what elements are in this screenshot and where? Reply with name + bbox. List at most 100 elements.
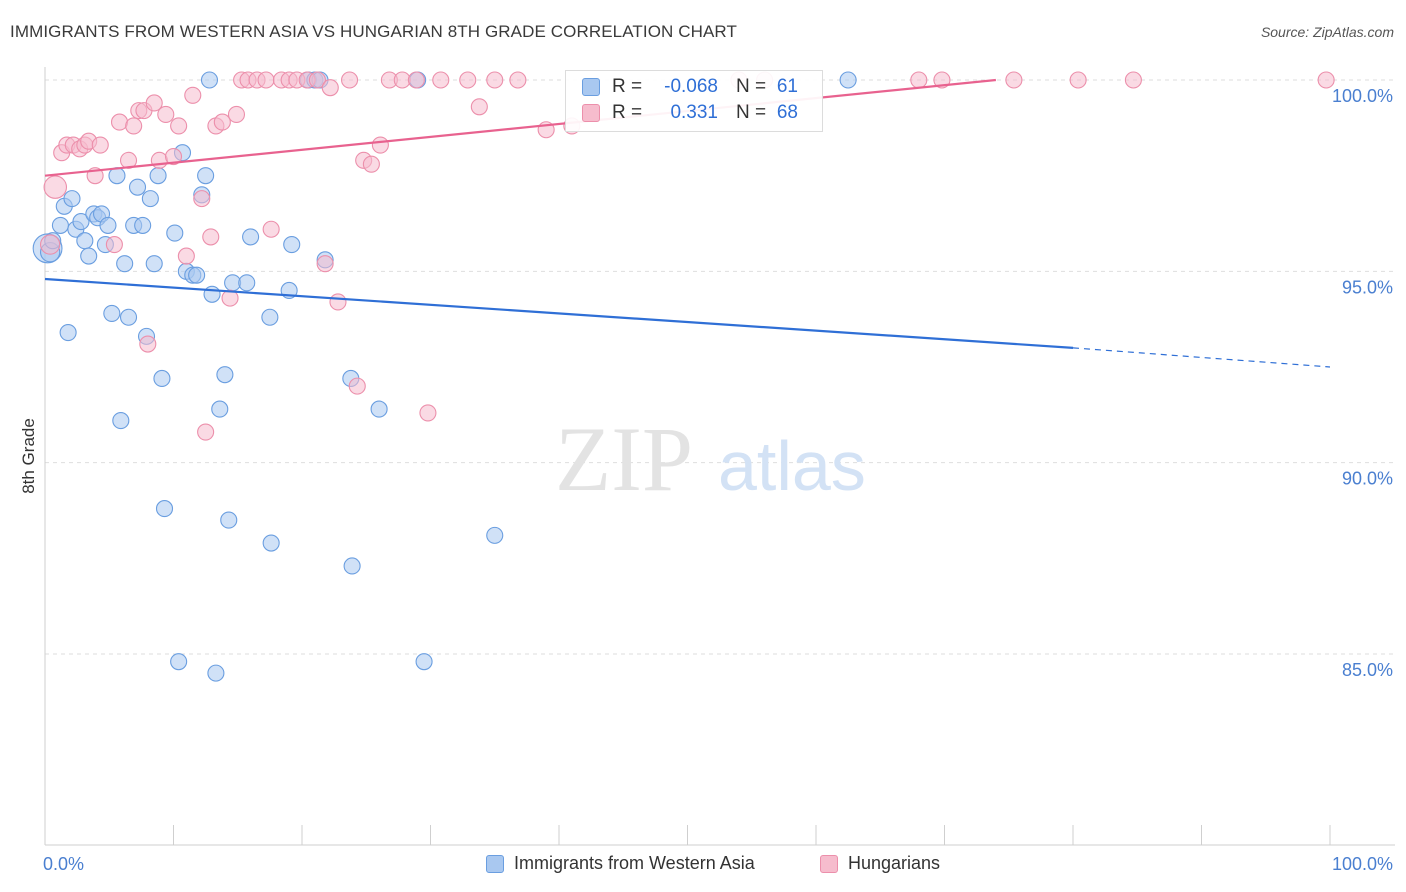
blue-scatter-point (51, 216, 69, 234)
n-value: 61 (776, 76, 798, 97)
chart-title: IMMIGRANTS FROM WESTERN ASIA VS HUNGARIA… (10, 22, 737, 41)
legend-item-hungarians[interactable]: Hungarians (820, 853, 940, 874)
n-value: 68 (776, 102, 798, 123)
pink-scatter-point (110, 113, 129, 131)
legend-item-western-asia[interactable]: Immigrants from Western Asia (486, 853, 755, 874)
pink-scatter-point (1317, 71, 1335, 89)
pink-scatter-point (509, 71, 527, 89)
blue-scatter-point (207, 664, 225, 682)
pink-scatter-point (177, 247, 195, 265)
label-layer: 85.0% 90.0% 95.0% 100.0% 0.0% 100.0% 8th Grade (19, 86, 1393, 874)
blue-scatter-point (211, 400, 229, 418)
legend-label: Immigrants from Western Asia (514, 853, 755, 873)
blue-scatter-point (166, 224, 184, 242)
pink-scatter-point (470, 98, 488, 116)
pink-scatter-point (262, 220, 280, 238)
pink-scatter-point (145, 94, 163, 112)
pink-scatter-point (459, 71, 477, 89)
points-layer (32, 71, 1335, 682)
bottom-legend: Immigrants from Western Asia Hungarians (0, 850, 1406, 880)
pink-scatter-point (105, 235, 123, 254)
x-tick-label: 100.0% (1332, 854, 1393, 874)
blue-scatter-point (238, 274, 256, 292)
blue-scatter-point (486, 526, 504, 544)
y-tick-label: 95.0% (1342, 277, 1393, 297)
blue-scatter-point (128, 178, 147, 196)
blue-scatter-point (220, 511, 238, 529)
blue-scatter-point (839, 71, 857, 89)
stats-row-western-asia: R = -0.068 N = 61 (566, 75, 822, 101)
blue-swatch-icon (582, 78, 600, 96)
pink-scatter-point (308, 71, 326, 89)
watermark-zip: ZIP (555, 408, 693, 510)
watermark: ZIP atlas (555, 408, 866, 510)
pink-scatter-point (202, 228, 220, 246)
blue-scatter-point (155, 500, 174, 518)
source-label: Source: ZipAtlas.com (1260, 24, 1394, 40)
stats-row-hungarians: R = 0.331 N = 68 (566, 101, 822, 127)
blue-scatter-point (72, 213, 90, 231)
blue-scatter-point (141, 190, 159, 208)
blue-scatter-point (262, 534, 280, 552)
blue-swatch-icon (486, 854, 504, 873)
x-tick-label: 0.0% (43, 854, 84, 874)
blue-scatter-point (112, 412, 130, 430)
n-label: N = (736, 102, 767, 123)
pink-scatter-point (91, 136, 109, 154)
blue-scatter-point (63, 190, 81, 208)
blue-scatter-point (261, 308, 279, 326)
blue-scatter-point (242, 228, 260, 246)
stats-legend-box: R = -0.068 N = 61 R = 0.331 N = 68 (565, 70, 823, 132)
pink-scatter-point (371, 136, 389, 154)
blue-scatter-point (343, 557, 361, 575)
grid-layer (45, 79, 1395, 655)
y-tick-label: 90.0% (1342, 469, 1393, 489)
pink-scatter-point (257, 71, 275, 89)
blue-scatter-point (197, 167, 215, 185)
pink-scatter-point (321, 79, 339, 97)
blue-scatter-point (145, 255, 163, 273)
y-axis-label: 8th Grade (19, 418, 38, 494)
pink-scatter-point (407, 71, 425, 89)
pink-scatter-point (39, 234, 61, 255)
pink-scatter-point (197, 423, 215, 441)
blue-scatter-point (188, 266, 206, 284)
blue-scatter-point (116, 255, 134, 273)
y-tick-label: 100.0% (1332, 86, 1393, 106)
blue-scatter-point (170, 653, 188, 671)
r-value: -0.068 (664, 76, 718, 97)
pink-scatter-point (227, 105, 246, 123)
pink-scatter-point (184, 86, 202, 104)
pink-scatter-point (157, 105, 175, 123)
pink-scatter-point (1005, 71, 1023, 89)
n-label: N = (736, 76, 767, 97)
watermark-atlas: atlas (718, 427, 866, 505)
blue-trend-extension (1072, 347, 1331, 368)
pink-scatter-point (362, 155, 380, 173)
blue-scatter-point (119, 308, 138, 326)
blue-scatter-point (283, 235, 301, 254)
pink-scatter-point (170, 117, 188, 135)
pink-scatter-point (1124, 71, 1142, 89)
blue-scatter-point (59, 324, 77, 342)
blue-scatter-point (99, 216, 117, 234)
pink-scatter-point (340, 71, 359, 89)
r-label: R = (612, 102, 643, 123)
pink-scatter-point (910, 71, 928, 89)
pink-swatch-icon (820, 854, 838, 873)
blue-trend-line (44, 277, 1074, 349)
pink-scatter-point (125, 117, 143, 135)
blue-scatter-point (203, 285, 221, 303)
r-value: 0.331 (670, 102, 718, 123)
pink-scatter-point (329, 293, 347, 311)
pink-scatter-point (164, 147, 183, 166)
pink-scatter-point (150, 151, 168, 169)
pink-scatter-point (193, 190, 211, 208)
pink-scatter-point (221, 289, 239, 307)
r-label: R = (612, 76, 643, 97)
blue-scatter-point (134, 216, 152, 234)
legend-label: Hungarians (848, 853, 941, 873)
blue-scatter-point (80, 247, 98, 265)
axis-layer (44, 67, 1395, 846)
